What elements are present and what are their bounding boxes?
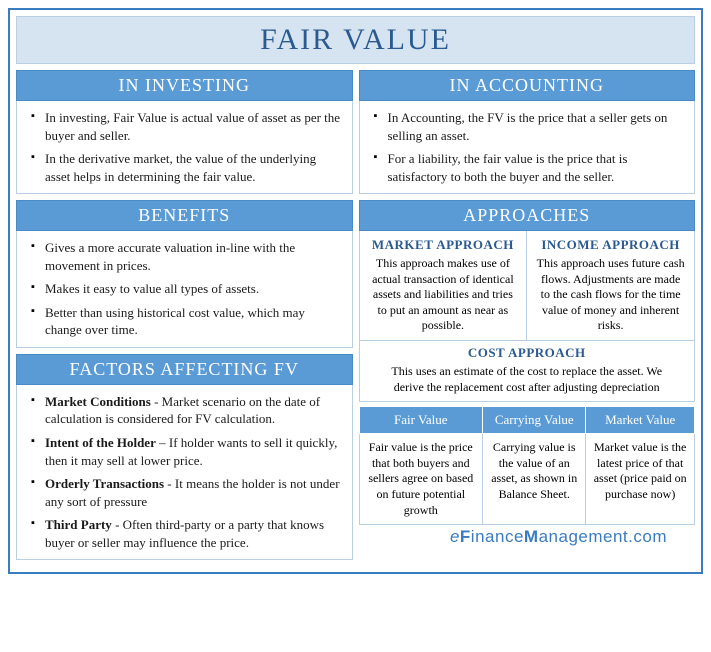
income-approach-desc: This approach uses future cash flows. Ad… — [535, 256, 686, 334]
factors-body: Market Conditions - Market scenario on t… — [16, 385, 353, 560]
benefits-header: BENEFITS — [16, 200, 353, 231]
bottom-row: BENEFITS Gives a more accurate valuation… — [16, 200, 695, 560]
accounting-bullet: In Accounting, the FV is the price that … — [372, 109, 685, 144]
accounting-header: IN ACCOUNTING — [359, 70, 696, 101]
factors-section: FACTORS AFFECTING FV Market Conditions -… — [16, 354, 353, 560]
approaches-grid: MARKET APPROACH This approach makes use … — [359, 231, 696, 340]
watermark-m: M — [524, 527, 539, 546]
top-row: IN INVESTING In investing, Fair Value is… — [16, 70, 695, 194]
left-column: BENEFITS Gives a more accurate valuation… — [16, 200, 353, 560]
factors-item: Market Conditions - Market scenario on t… — [29, 393, 342, 428]
factor-sep: - — [112, 517, 123, 532]
watermark-text: anagement — [539, 527, 629, 546]
benefits-body: Gives a more accurate valuation in-line … — [16, 231, 353, 348]
approaches-header: APPROACHES — [359, 200, 696, 231]
table-header: Carrying Value — [483, 407, 586, 434]
accounting-section: IN ACCOUNTING In Accounting, the FV is t… — [359, 70, 696, 194]
factor-term: Orderly Transactions — [45, 476, 164, 491]
market-approach-desc: This approach makes use of actual transa… — [368, 256, 519, 334]
benefits-bullet: Gives a more accurate valuation in-line … — [29, 239, 342, 274]
table-cell: Market value is the latest price of that… — [586, 434, 695, 525]
right-column: APPROACHES MARKET APPROACH This approach… — [359, 200, 696, 560]
market-approach-title: MARKET APPROACH — [368, 237, 519, 254]
investing-body: In investing, Fair Value is actual value… — [16, 101, 353, 194]
accounting-body: In Accounting, the FV is the price that … — [359, 101, 696, 194]
infographic-container: FAIR VALUE IN INVESTING In investing, Fa… — [8, 8, 703, 574]
investing-header: IN INVESTING — [16, 70, 353, 101]
investing-bullet: In investing, Fair Value is actual value… — [29, 109, 342, 144]
table-row: Fair value is the price that both buyers… — [359, 434, 695, 525]
table-header-row: Fair Value Carrying Value Market Value — [359, 407, 695, 434]
table-header: Fair Value — [359, 407, 483, 434]
investing-section: IN INVESTING In investing, Fair Value is… — [16, 70, 353, 194]
factors-header: FACTORS AFFECTING FV — [16, 354, 353, 385]
factor-term: Intent of the Holder — [45, 435, 156, 450]
watermark-text: inance — [471, 527, 524, 546]
table-cell: Carrying value is the value of an asset,… — [483, 434, 586, 525]
income-approach-title: INCOME APPROACH — [535, 237, 686, 254]
benefits-bullet: Better than using historical cost value,… — [29, 304, 342, 339]
factors-item: Third Party - Often third-party or a par… — [29, 516, 342, 551]
investing-bullet: In the derivative market, the value of t… — [29, 150, 342, 185]
watermark-e: e — [450, 527, 460, 546]
main-title: FAIR VALUE — [16, 16, 695, 64]
factors-item: Orderly Transactions - It means the hold… — [29, 475, 342, 510]
factor-term: Third Party — [45, 517, 112, 532]
factor-sep: – — [156, 435, 169, 450]
factors-item: Intent of the Holder – If holder wants t… — [29, 434, 342, 469]
value-comparison-table: Fair Value Carrying Value Market Value F… — [359, 406, 696, 525]
market-approach: MARKET APPROACH This approach makes use … — [360, 231, 528, 340]
accounting-bullet: For a liability, the fair value is the p… — [372, 150, 685, 185]
watermark-f: F — [460, 527, 471, 546]
factor-term: Market Conditions — [45, 394, 151, 409]
benefits-bullet: Makes it easy to value all types of asse… — [29, 280, 342, 298]
benefits-section: BENEFITS Gives a more accurate valuation… — [16, 200, 353, 348]
income-approach: INCOME APPROACH This approach uses futur… — [527, 231, 694, 340]
watermark-dotcom: .com — [628, 527, 667, 546]
table-cell: Fair value is the price that both buyers… — [359, 434, 483, 525]
cost-approach-title: COST APPROACH — [380, 345, 675, 362]
watermark: eFinanceManagement.com — [359, 525, 696, 547]
cost-approach: COST APPROACH This uses an estimate of t… — [359, 340, 696, 402]
table-header: Market Value — [586, 407, 695, 434]
cost-approach-desc: This uses an estimate of the cost to rep… — [380, 364, 675, 395]
factor-sep: - — [151, 394, 162, 409]
factor-sep: - — [164, 476, 175, 491]
